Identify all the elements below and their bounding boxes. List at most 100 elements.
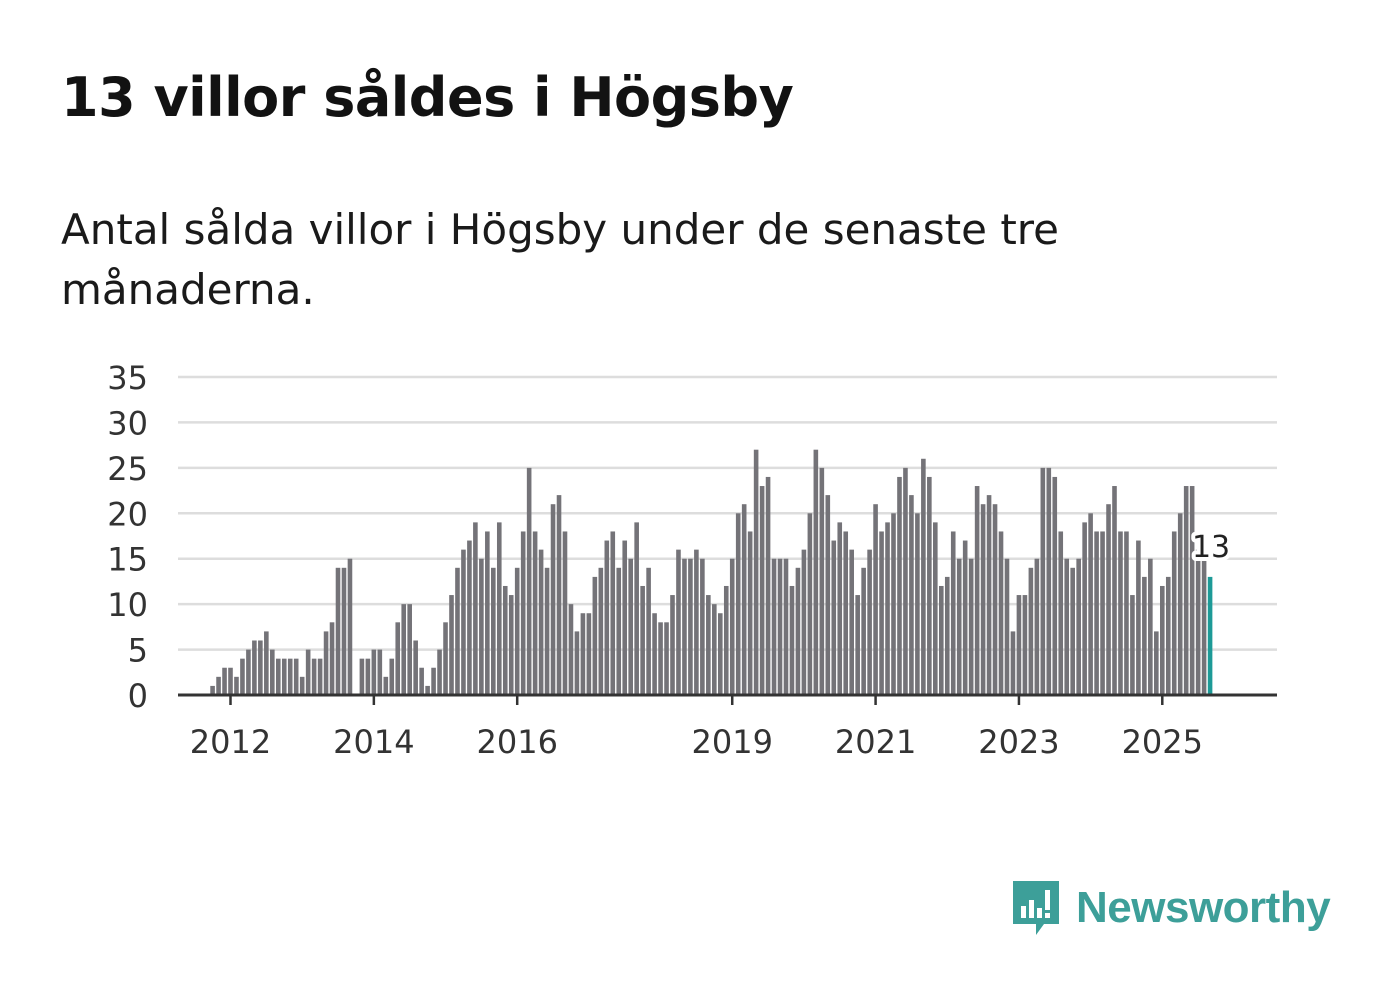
brand-name: Newsworthy: [1076, 883, 1331, 932]
bar: [228, 667, 233, 695]
bar: [903, 467, 908, 695]
y-tick-label: 0: [128, 677, 148, 715]
bar: [706, 595, 711, 695]
bar: [598, 567, 604, 695]
bar: [652, 613, 657, 695]
bar: [891, 513, 896, 695]
bar: [986, 495, 992, 695]
chart-title: 13 villor såldes i Högsby: [61, 66, 794, 129]
bar: [311, 658, 317, 695]
bar: [401, 604, 407, 695]
bar: [795, 567, 801, 695]
bar: [933, 522, 938, 695]
bar: [1094, 531, 1099, 695]
bar: [753, 449, 759, 695]
bar: [520, 531, 526, 695]
bar: [622, 540, 628, 695]
bar: [956, 558, 962, 695]
bar: [258, 640, 263, 695]
bar: [610, 531, 616, 695]
bar: [1142, 576, 1147, 695]
x-tick-label: 2014: [333, 723, 414, 761]
bar: [1046, 467, 1052, 695]
bar: [1130, 595, 1135, 695]
bar: [502, 585, 508, 695]
grid-lines: [178, 375, 1277, 651]
bar: [1052, 476, 1058, 695]
bar: [574, 631, 580, 695]
bar: [682, 558, 687, 695]
bar: [825, 495, 831, 695]
bar: [921, 458, 926, 695]
bar: [514, 567, 520, 695]
bar: [944, 576, 950, 695]
bar: [759, 486, 765, 695]
bar: [1070, 567, 1075, 695]
bar-label-halo: 13: [1192, 530, 1230, 565]
bar: [867, 549, 872, 695]
bar: [395, 622, 401, 695]
bar: [508, 595, 514, 695]
bar: [437, 649, 442, 695]
bar: [544, 567, 550, 695]
bar: [275, 658, 281, 695]
bar: [873, 504, 878, 695]
bar: [246, 649, 251, 695]
bar: [1088, 513, 1093, 695]
bar: [640, 585, 645, 695]
bar: [240, 658, 245, 695]
bar: [1171, 531, 1177, 695]
bar: [938, 585, 944, 695]
y-tick-label: 30: [107, 404, 148, 442]
bar: [377, 649, 383, 695]
bar: [658, 622, 663, 695]
bar: [741, 504, 747, 695]
y-tick-label: 5: [128, 632, 148, 670]
bar: [1022, 595, 1028, 695]
bar-label-latest: 13: [1192, 530, 1230, 565]
bar: [413, 640, 418, 695]
bar: [550, 504, 556, 695]
bar: [735, 513, 741, 695]
bar: [998, 531, 1004, 695]
bar: [670, 595, 675, 695]
bar: [335, 567, 341, 695]
bar: [473, 522, 478, 695]
bar: [855, 595, 860, 695]
bar: [323, 631, 329, 695]
bar: [479, 558, 484, 695]
bar: [1118, 531, 1123, 695]
bar: [962, 540, 968, 695]
bar: [819, 467, 825, 695]
bar: [729, 558, 735, 695]
bar: [771, 558, 777, 695]
bar-highlight: [1207, 576, 1213, 695]
bar: [270, 649, 275, 695]
bar: [1136, 540, 1141, 695]
bar: [909, 495, 914, 695]
bar: [688, 558, 693, 695]
bar: [1040, 467, 1046, 695]
bar: [389, 658, 395, 695]
y-tick-label: 25: [107, 450, 148, 488]
bar: [968, 558, 974, 695]
bar: [789, 585, 795, 695]
bar: [562, 531, 568, 695]
bar: [777, 558, 783, 695]
bar: [700, 558, 705, 695]
bar: [425, 685, 430, 695]
bar: [885, 522, 890, 695]
bar: [568, 604, 574, 695]
bar: [1124, 531, 1129, 695]
bar: [897, 476, 902, 695]
bar: [950, 531, 956, 695]
bar: [580, 613, 586, 695]
bar: [431, 667, 436, 695]
bar: [538, 549, 544, 695]
bar: [341, 567, 347, 695]
bar: [467, 540, 472, 695]
bar: [801, 549, 807, 695]
bar: [526, 467, 532, 695]
